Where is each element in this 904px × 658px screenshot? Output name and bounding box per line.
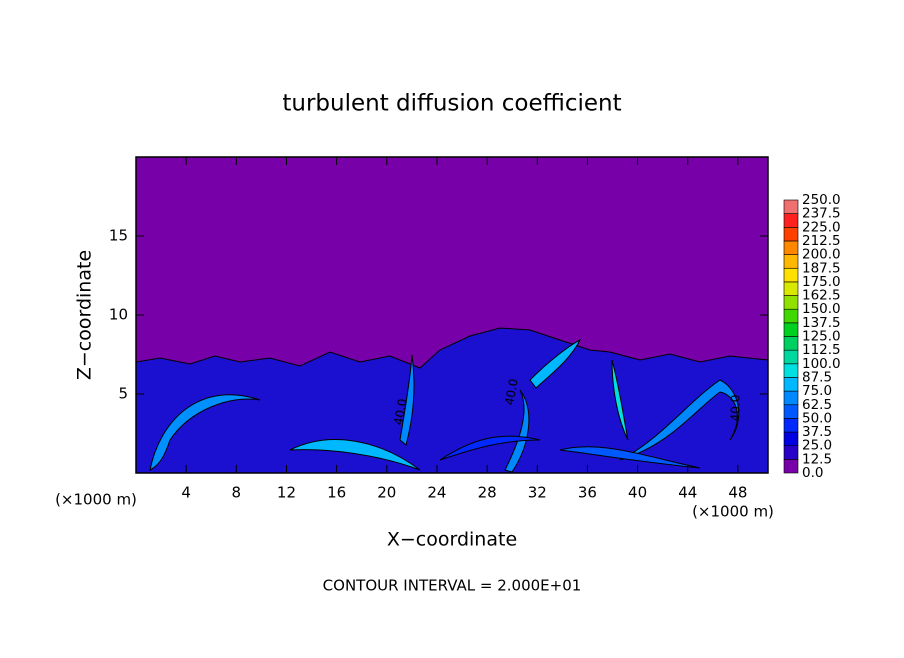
colorbar-label: 162.5 xyxy=(802,288,841,304)
colorbar-label: 0.0 xyxy=(802,465,823,481)
x-tick-label: 28 xyxy=(478,484,497,502)
colorbar-label: 187.5 xyxy=(802,260,841,276)
colorbar-bin xyxy=(783,281,799,296)
colorbar-bin xyxy=(783,404,799,419)
colorbar-bin xyxy=(783,322,799,337)
chart-title: turbulent diffusion coefficient xyxy=(282,91,621,117)
colorbar-bin xyxy=(783,431,799,446)
field-streak xyxy=(529,338,582,389)
colorbar-label: 50.0 xyxy=(802,410,832,426)
field-streak xyxy=(619,379,740,461)
colorbar-label: 75.0 xyxy=(802,383,832,399)
x-tick-label: 16 xyxy=(327,484,346,502)
colorbar-label: 200.0 xyxy=(802,247,841,263)
colorbar-label: 62.5 xyxy=(802,397,832,413)
x-tick-label: 20 xyxy=(377,484,396,502)
x-tick-label: 36 xyxy=(578,484,597,502)
colorbar-label: 250.0 xyxy=(802,192,841,208)
colorbar-bin xyxy=(783,349,799,365)
colorbar-bin xyxy=(783,227,799,242)
y-axis-label: Z−coordinate xyxy=(74,250,96,380)
colorbar-label: 175.0 xyxy=(802,274,841,290)
field-streak xyxy=(611,359,629,441)
x-tick-label: 24 xyxy=(427,484,446,502)
colorbar-label: 137.5 xyxy=(802,315,841,331)
colorbar-bin xyxy=(783,267,799,283)
x-tick-label: 48 xyxy=(728,484,747,502)
field-streak xyxy=(439,435,541,461)
colorbar-label: 87.5 xyxy=(802,369,832,385)
field-streak xyxy=(149,394,261,471)
colorbar-bin xyxy=(783,295,799,310)
y-unit-label: (×1000 m) xyxy=(55,491,137,509)
x-tick-label: 12 xyxy=(277,484,296,502)
colorbar-label: 237.5 xyxy=(802,206,841,222)
contour-label: 40.0 xyxy=(391,398,409,427)
colorbar-bin xyxy=(783,390,799,406)
colorbar-bin xyxy=(783,377,799,392)
field-streak xyxy=(559,446,701,469)
y-tick-label: 15 xyxy=(109,227,128,245)
field xyxy=(135,157,769,474)
colorbar-bin xyxy=(783,336,799,351)
contour-interval: CONTOUR INTERVAL = 2.000E+01 xyxy=(323,577,582,595)
x-axis-label: X−coordinate xyxy=(387,529,517,551)
colorbar-label: 125.0 xyxy=(802,329,841,345)
colorbar-label: 212.5 xyxy=(802,233,841,249)
x-tick-label: 44 xyxy=(678,484,697,502)
contour-label: 40.0 xyxy=(502,378,520,407)
x-tick-label: 4 xyxy=(181,484,191,502)
colorbar-bin xyxy=(783,418,799,433)
colorbar-label: 25.0 xyxy=(802,438,832,454)
field-streak xyxy=(289,439,421,471)
colorbar-bin xyxy=(783,213,799,228)
colorbar-bin xyxy=(783,254,799,269)
x-tick-label: 32 xyxy=(528,484,547,502)
colorbar-label: 150.0 xyxy=(802,301,841,317)
colorbar-bin xyxy=(783,363,799,378)
field-streak xyxy=(399,354,415,446)
colorbar-bin xyxy=(783,199,799,214)
y-tick-label: 10 xyxy=(109,306,128,324)
colorbar-bin xyxy=(783,459,799,474)
colorbar-label: 225.0 xyxy=(802,219,841,235)
contour-label: 40.0 xyxy=(729,395,743,422)
x-tick-label: 8 xyxy=(232,484,242,502)
colorbar-bin xyxy=(783,308,799,324)
colorbar-bin xyxy=(783,240,799,255)
field-region xyxy=(135,327,769,474)
x-unit-label: (×1000 m) xyxy=(692,503,774,521)
colorbar-label: 112.5 xyxy=(802,342,841,358)
x-tick-label: 40 xyxy=(628,484,647,502)
colorbar-bin xyxy=(783,445,799,460)
y-tick-label: 5 xyxy=(118,385,128,403)
colorbar-label: 12.5 xyxy=(802,451,832,467)
colorbar-label: 37.5 xyxy=(802,424,832,440)
colorbar-label: 100.0 xyxy=(802,356,841,372)
field-streak xyxy=(504,389,530,473)
